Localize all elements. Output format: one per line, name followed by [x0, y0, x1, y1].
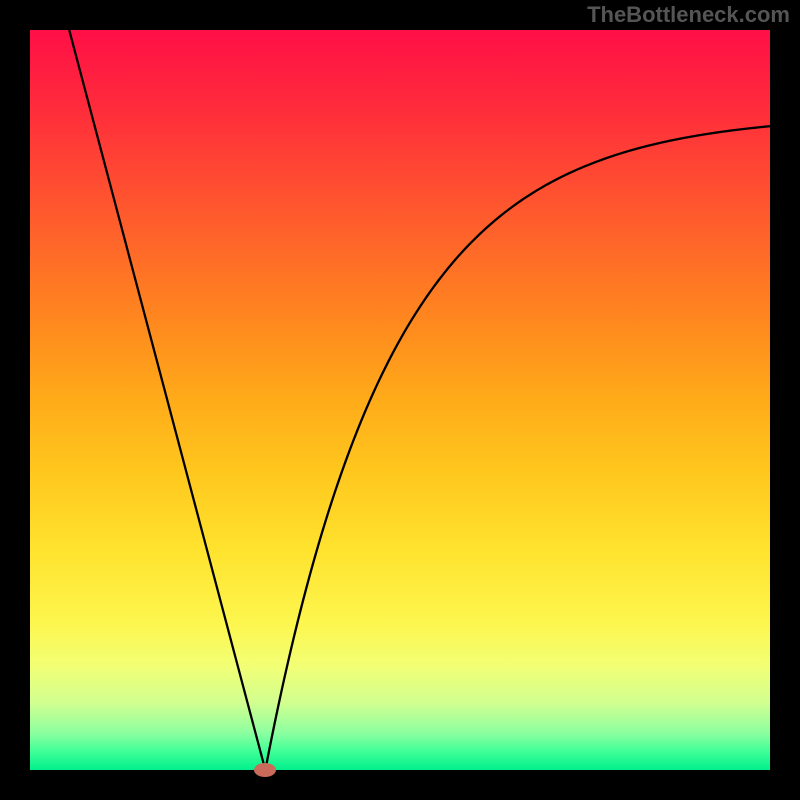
min-marker — [254, 763, 276, 777]
curve-layer — [30, 30, 770, 770]
watermark-text: TheBottleneck.com — [587, 2, 790, 28]
chart-container: TheBottleneck.com — [0, 0, 800, 800]
bottleneck-curve-right — [265, 126, 770, 770]
bottleneck-curve-left — [69, 30, 265, 770]
plot-area — [30, 30, 770, 770]
